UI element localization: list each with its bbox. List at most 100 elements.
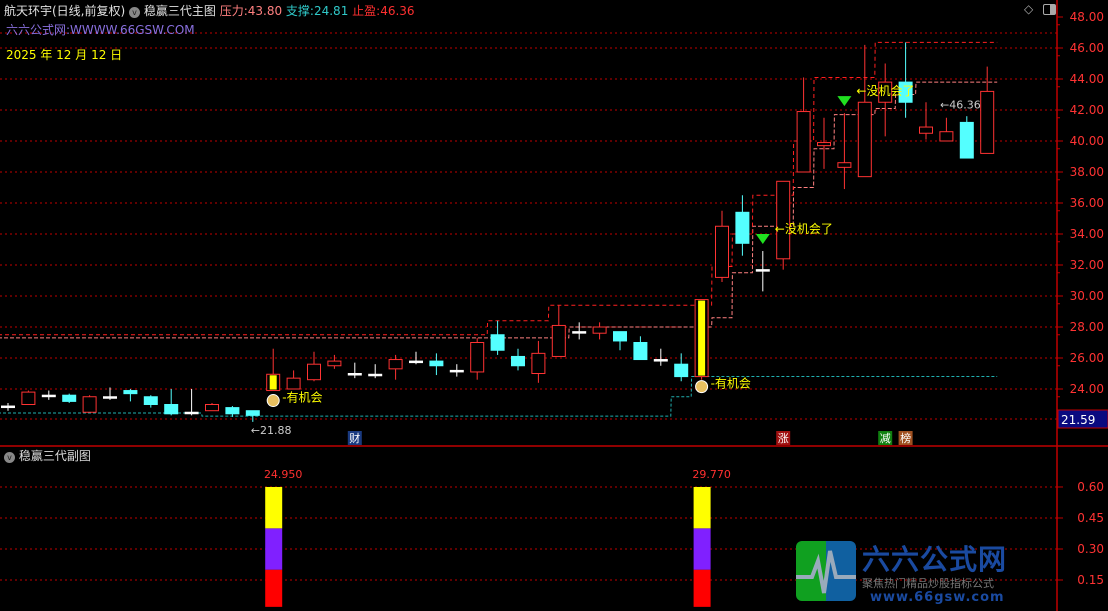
sub-bar-label: 29.770 bbox=[692, 468, 731, 481]
watermark-url: www.66gsw.com bbox=[870, 590, 1005, 605]
candle-body bbox=[511, 355, 525, 367]
candle-body bbox=[898, 81, 913, 103]
date-label: 2025 年 12 月 12 日 bbox=[6, 48, 123, 62]
candle-body bbox=[409, 360, 423, 364]
candle-body bbox=[1, 405, 15, 409]
current-price-badge bbox=[1057, 409, 1108, 429]
sub-axis-tick-label: 0.60 bbox=[1077, 480, 1104, 494]
sub-chart-title: 稳赢三代副图 bbox=[18, 449, 91, 463]
watermark-name: 六六公式网 bbox=[862, 543, 1008, 576]
candle-body bbox=[286, 377, 301, 390]
stop-value: 46.36 bbox=[380, 4, 415, 18]
candle-body bbox=[837, 162, 852, 168]
sub-dropdown-icon[interactable]: v bbox=[4, 452, 15, 463]
axis-tick-label: 32.00 bbox=[1070, 258, 1104, 272]
axis-tick-label: 44.00 bbox=[1070, 72, 1104, 86]
money-bag-icon bbox=[695, 380, 709, 394]
axis-tick-label: 24.00 bbox=[1070, 382, 1104, 396]
sub-bar-segment bbox=[693, 569, 711, 607]
candle-body bbox=[184, 411, 199, 415]
sub-axis-tick-label: 0.15 bbox=[1077, 573, 1104, 587]
support-label: 支撑: bbox=[285, 4, 314, 18]
candle-body bbox=[959, 121, 974, 159]
event-mark-badge bbox=[347, 431, 362, 445]
candle-body bbox=[143, 396, 158, 405]
candle-body bbox=[470, 342, 485, 373]
sell-triangle-icon bbox=[755, 234, 770, 245]
event-mark-badge bbox=[878, 431, 893, 445]
axis-tick-label: 42.00 bbox=[1070, 103, 1104, 117]
axis-tick-label: 48.00 bbox=[1070, 10, 1104, 24]
sub-bar-label: 24.950 bbox=[264, 468, 303, 481]
candle-body bbox=[572, 331, 587, 334]
candle-body bbox=[449, 369, 464, 373]
sub-bar-segment bbox=[265, 486, 283, 529]
candle-body bbox=[613, 331, 627, 342]
candle-body bbox=[857, 101, 872, 178]
candle-body bbox=[776, 180, 791, 260]
watermark-slogan: 聚焦热门精品炒股指标公式 bbox=[862, 577, 994, 590]
stock-title: 航天环宇(日线,前复权) bbox=[4, 4, 126, 18]
event-mark-badge bbox=[776, 431, 791, 445]
indicator-name[interactable]: 稳赢三代主图 bbox=[143, 4, 216, 18]
stop-label: 止盈: bbox=[352, 4, 381, 18]
axis-tick-label: 28.00 bbox=[1070, 320, 1104, 334]
axis-tick-label: 38.00 bbox=[1070, 165, 1104, 179]
pressure-value: 43.80 bbox=[247, 4, 283, 18]
money-bag-icon bbox=[266, 394, 280, 408]
candle-body bbox=[245, 410, 260, 416]
candle-body bbox=[103, 396, 117, 399]
watermark-logo bbox=[796, 541, 856, 601]
signal-fill bbox=[698, 300, 706, 376]
candle-body bbox=[327, 360, 342, 367]
candle-body bbox=[939, 131, 954, 142]
sub-bar-segment bbox=[265, 528, 283, 570]
sub-chart-header: v 稳赢三代副图 bbox=[4, 447, 91, 464]
candle-body bbox=[715, 225, 729, 278]
buy-signal-label: -有机会 bbox=[282, 391, 322, 405]
axis-tick-label: 40.00 bbox=[1070, 134, 1104, 148]
sub-axis-tick-label: 0.30 bbox=[1077, 542, 1104, 556]
event-mark-label: 涨 bbox=[778, 432, 789, 445]
candle-body bbox=[368, 373, 383, 377]
indicator-dropdown-icon[interactable]: v bbox=[129, 7, 141, 18]
sub-bar-segment bbox=[693, 528, 711, 570]
site-line: 六六公式网:WWWW.66GSW.COM bbox=[6, 21, 195, 38]
candle-body bbox=[980, 90, 995, 154]
sub-bar-segment bbox=[693, 486, 711, 529]
candle-body bbox=[735, 211, 750, 244]
candle-body bbox=[62, 394, 77, 402]
axis-tick-label: 26.00 bbox=[1070, 351, 1104, 365]
axis-tick-label: 36.00 bbox=[1070, 196, 1104, 210]
candle-body bbox=[347, 373, 362, 376]
axis-tick-label: 30.00 bbox=[1070, 289, 1104, 303]
candle-body bbox=[878, 81, 893, 103]
stop-profit-line bbox=[0, 41, 998, 336]
diamond-icon[interactable]: ◇ bbox=[1024, 2, 1034, 16]
candle-body bbox=[307, 363, 321, 381]
candle-body bbox=[755, 269, 770, 272]
candle-body bbox=[123, 390, 138, 395]
panel-toggle-icon[interactable] bbox=[1043, 4, 1056, 15]
candle-body bbox=[41, 394, 56, 398]
candle-body bbox=[653, 359, 668, 362]
event-mark-label: 减 bbox=[880, 432, 891, 445]
candle-body bbox=[592, 326, 607, 334]
candle-body bbox=[674, 363, 689, 378]
candle-body bbox=[388, 359, 403, 370]
sub-bar-segment bbox=[265, 569, 283, 607]
sub-axis-tick-label: 0.45 bbox=[1077, 511, 1104, 525]
candle-body bbox=[796, 111, 811, 173]
candle-body bbox=[82, 396, 97, 413]
pressure-line bbox=[0, 81, 998, 339]
candle-body bbox=[225, 407, 240, 415]
candle-body bbox=[919, 126, 933, 134]
axis-tick-label: 34.00 bbox=[1070, 227, 1104, 241]
current-price-label: 21.59 bbox=[1061, 413, 1095, 427]
candle-body bbox=[633, 342, 648, 361]
high-price-label: ←46.36 bbox=[940, 98, 981, 111]
candle-body bbox=[164, 404, 179, 415]
candle-body bbox=[817, 142, 831, 147]
signal-fill bbox=[269, 375, 277, 390]
